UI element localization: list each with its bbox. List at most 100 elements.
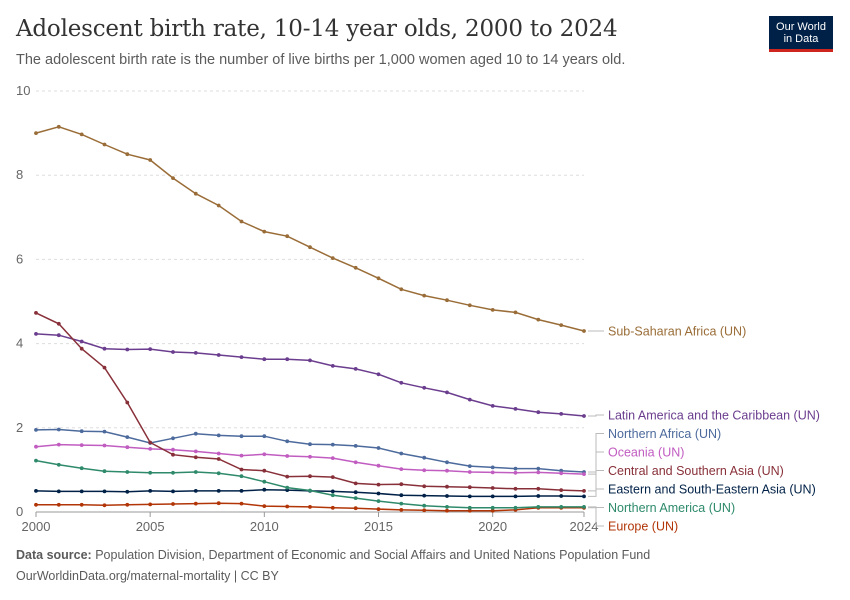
data-point xyxy=(79,429,84,434)
data-point xyxy=(239,501,244,506)
data-point xyxy=(171,436,175,441)
data-point xyxy=(79,443,84,447)
data-point xyxy=(148,489,153,493)
data-point xyxy=(34,311,38,315)
data-point xyxy=(56,333,61,338)
data-point xyxy=(536,410,541,415)
data-point xyxy=(102,429,107,434)
data-point xyxy=(536,494,541,498)
data-point xyxy=(353,367,358,371)
series-line xyxy=(35,126,585,332)
data-point xyxy=(376,463,381,468)
data-point xyxy=(422,484,427,489)
data-point xyxy=(79,346,84,351)
data-point xyxy=(513,486,518,491)
data-point xyxy=(193,489,198,493)
data-point xyxy=(125,400,130,405)
data-point xyxy=(102,346,107,351)
data-point xyxy=(490,508,495,513)
data-point xyxy=(239,355,244,359)
data-point xyxy=(34,332,38,336)
data-point xyxy=(445,494,449,498)
data-point xyxy=(308,474,312,479)
data-point xyxy=(308,442,312,447)
data-point xyxy=(582,329,586,333)
data-point xyxy=(422,508,427,513)
data-point xyxy=(490,494,495,499)
data-point xyxy=(193,501,198,506)
data-point xyxy=(536,470,541,475)
source-note: Data source: Population Division, Depart… xyxy=(16,548,650,562)
owid-logo[interactable]: Our World in Data xyxy=(769,16,833,52)
y-tick-label: 4 xyxy=(16,336,23,351)
data-point xyxy=(56,462,61,467)
y-tick-label: 8 xyxy=(16,167,23,182)
data-point xyxy=(193,431,198,436)
data-point xyxy=(239,453,244,458)
data-point xyxy=(125,489,130,494)
data-point xyxy=(559,412,564,416)
data-point xyxy=(239,434,244,439)
data-point xyxy=(422,455,427,460)
data-point xyxy=(285,234,290,239)
data-point xyxy=(193,191,198,196)
legend-label: Europe (UN) xyxy=(608,520,678,534)
data-point xyxy=(216,433,221,438)
data-point xyxy=(399,501,404,506)
data-point xyxy=(239,219,244,224)
chart-title: Adolescent birth rate, 10-14 year olds, … xyxy=(16,16,618,42)
data-point xyxy=(148,158,153,162)
data-point xyxy=(582,494,586,499)
data-point xyxy=(193,449,198,454)
data-point xyxy=(376,507,381,511)
data-point xyxy=(490,404,495,408)
data-point xyxy=(399,482,404,487)
data-point xyxy=(262,434,267,439)
data-point xyxy=(239,474,244,479)
data-point xyxy=(148,470,153,475)
data-point xyxy=(513,407,518,411)
data-point xyxy=(445,508,449,513)
data-point xyxy=(330,489,335,494)
data-point xyxy=(376,499,381,503)
data-point xyxy=(445,505,449,509)
data-point xyxy=(376,372,381,377)
data-point xyxy=(34,489,38,493)
data-point xyxy=(79,502,84,507)
grid-layer xyxy=(36,90,584,513)
data-point xyxy=(193,455,198,460)
data-point xyxy=(193,351,198,355)
data-point xyxy=(171,176,175,181)
series-3 xyxy=(34,442,586,476)
legend-label: Central and Southern Asia (UN) xyxy=(608,464,784,478)
data-point xyxy=(376,491,381,496)
data-point xyxy=(445,298,449,303)
y-tick-label: 10 xyxy=(16,83,30,98)
data-point xyxy=(559,488,564,492)
data-point xyxy=(102,142,107,147)
data-point xyxy=(125,152,130,157)
data-point xyxy=(536,505,541,509)
series-2 xyxy=(34,427,586,474)
data-point xyxy=(399,508,404,512)
source-label: Data source: xyxy=(16,548,92,562)
data-point xyxy=(171,489,175,494)
legend-label: Northern America (UN) xyxy=(608,501,735,515)
data-point xyxy=(171,452,175,457)
legend-label: Sub-Saharan Africa (UN) xyxy=(608,325,746,339)
data-point xyxy=(262,468,267,473)
data-point xyxy=(330,493,335,498)
data-point xyxy=(148,440,153,445)
data-point xyxy=(422,503,427,508)
data-point xyxy=(490,486,495,490)
data-point xyxy=(536,317,541,322)
data-point xyxy=(285,504,290,509)
x-tick-label: 2024 xyxy=(570,519,599,534)
legend-connector xyxy=(588,451,604,475)
data-point xyxy=(559,323,564,327)
data-point xyxy=(262,229,267,234)
data-point xyxy=(56,502,61,507)
legend-connector xyxy=(588,470,604,492)
source-url[interactable]: OurWorldinData.org/maternal-mortality | … xyxy=(16,569,279,583)
data-point xyxy=(285,357,290,362)
